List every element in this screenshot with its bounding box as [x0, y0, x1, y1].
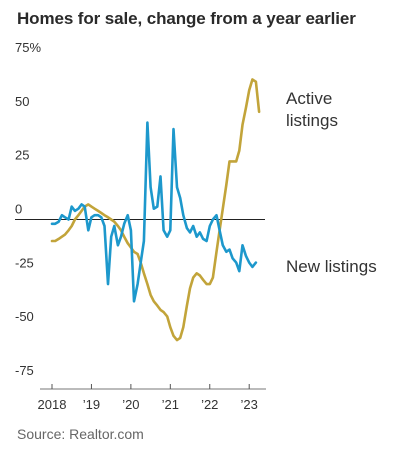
series-labels: Active listings New listings: [286, 89, 377, 276]
series-line-1: [50, 121, 258, 303]
x-tick-label-1: ’19: [83, 397, 100, 412]
y-axis: 75% 50 25 0 -25 -50 -75: [15, 40, 265, 378]
series-label-0-line-0: Active: [286, 89, 332, 108]
source-note: Source: Realtor.com: [17, 426, 144, 442]
x-tick-label-0: 2018: [38, 397, 67, 412]
y-tick-label-1: 50: [15, 94, 29, 109]
x-tick-label-4: ’22: [201, 397, 218, 412]
y-tick-label-6: -75: [15, 363, 34, 378]
x-tick-label-2: ’20: [122, 397, 139, 412]
y-tick-label-3: 0: [15, 202, 22, 217]
x-tick-label-5: ’23: [241, 397, 258, 412]
series-group: [50, 78, 261, 342]
y-tick-label-0: 75%: [15, 40, 41, 55]
series-label-0-line-1: listings: [286, 111, 338, 130]
x-tick-label-3: ’21: [162, 397, 179, 412]
x-axis: 2018 ’19 ’20 ’21 ’22 ’23: [38, 384, 266, 412]
y-tick-label-2: 25: [15, 148, 29, 163]
series-label-1-line-0: New listings: [286, 257, 377, 276]
y-tick-label-5: -50: [15, 309, 34, 324]
y-tick-label-4: -25: [15, 255, 34, 270]
series-line-0: [50, 78, 261, 342]
chart-title: Homes for sale, change from a year earli…: [17, 9, 356, 28]
